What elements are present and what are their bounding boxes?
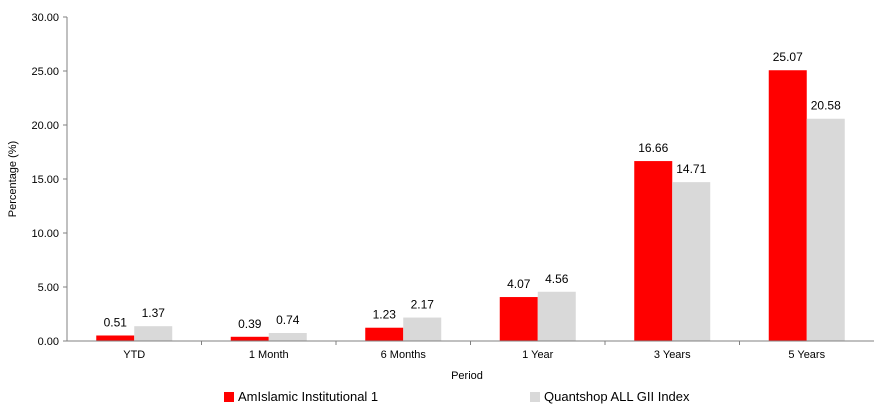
bar-series-2: [537, 291, 576, 341]
x-tick-label: YTD: [123, 349, 145, 361]
bar-series-1: [634, 161, 673, 341]
bar-series-2: [806, 118, 845, 342]
x-tick-label: 3 Years: [654, 349, 691, 361]
legend-item-series-1: AmIslamic Institutional 1: [224, 389, 378, 404]
data-label: 16.66: [638, 141, 668, 155]
legend-swatch-red: [224, 391, 234, 402]
bar-series-1: [96, 335, 135, 341]
y-axis-ticks: 0.00 5.00 10.00 15.00 20.00 25.00 30.00: [31, 12, 67, 348]
bar-series-2: [403, 317, 442, 341]
data-labels: 0.51 1.37 0.39 0.74 1.23 2.17 4.07 4.56 16.66 14.…: [104, 50, 842, 331]
x-tick-label: 1 Year: [522, 349, 554, 361]
data-label: 0.51: [104, 315, 128, 329]
data-label: 25.07: [773, 50, 803, 64]
data-label: 1.37: [142, 306, 166, 320]
data-label: 4.07: [507, 277, 531, 291]
data-label: 0.39: [238, 317, 262, 331]
bar-series-1: [365, 327, 404, 341]
y-tick-label: 20.00: [31, 120, 59, 132]
legend-label: AmIslamic Institutional 1: [238, 389, 379, 404]
bars: [96, 70, 845, 342]
bar-series-1: [499, 297, 538, 341]
y-tick-label: 0.00: [38, 336, 59, 348]
data-label: 14.71: [676, 162, 706, 176]
legend-swatch-gray: [530, 391, 540, 402]
x-tick-label: 1 Month: [249, 349, 289, 361]
bar-series-2: [134, 326, 173, 341]
bar-series-1: [230, 336, 269, 341]
x-tick-label: 5 Years: [788, 349, 825, 361]
y-axis-label: Percentage (%): [7, 141, 19, 217]
legend: AmIslamic Institutional 1 Quantshop ALL …: [0, 389, 874, 405]
x-axis-label: Period: [451, 370, 483, 382]
y-tick-label: 30.00: [31, 12, 59, 24]
y-tick-label: 5.00: [38, 282, 59, 294]
legend-label: Quantshop ALL GII Index: [544, 389, 690, 404]
x-tick-label: 6 Months: [381, 349, 427, 361]
legend-item-series-2: Quantshop ALL GII Index: [530, 389, 690, 404]
y-tick-label: 25.00: [31, 66, 59, 78]
x-axis-ticks: YTD 1 Month 6 Months 1 Year 3 Years 5 Years: [123, 341, 826, 361]
data-label: 0.74: [276, 313, 300, 327]
bar-series-1: [768, 70, 807, 341]
bar-chart: 0.00 5.00 10.00 15.00 20.00 25.00 30.00 0.51 1.…: [7, 12, 874, 382]
bar-series-2: [268, 333, 307, 341]
data-label: 20.58: [811, 99, 841, 113]
data-label: 1.23: [373, 308, 397, 322]
y-tick-label: 10.00: [31, 228, 59, 240]
data-label: 4.56: [545, 272, 569, 286]
data-label: 2.17: [411, 298, 435, 312]
bar-series-2: [672, 182, 711, 341]
y-tick-label: 15.00: [31, 174, 59, 186]
